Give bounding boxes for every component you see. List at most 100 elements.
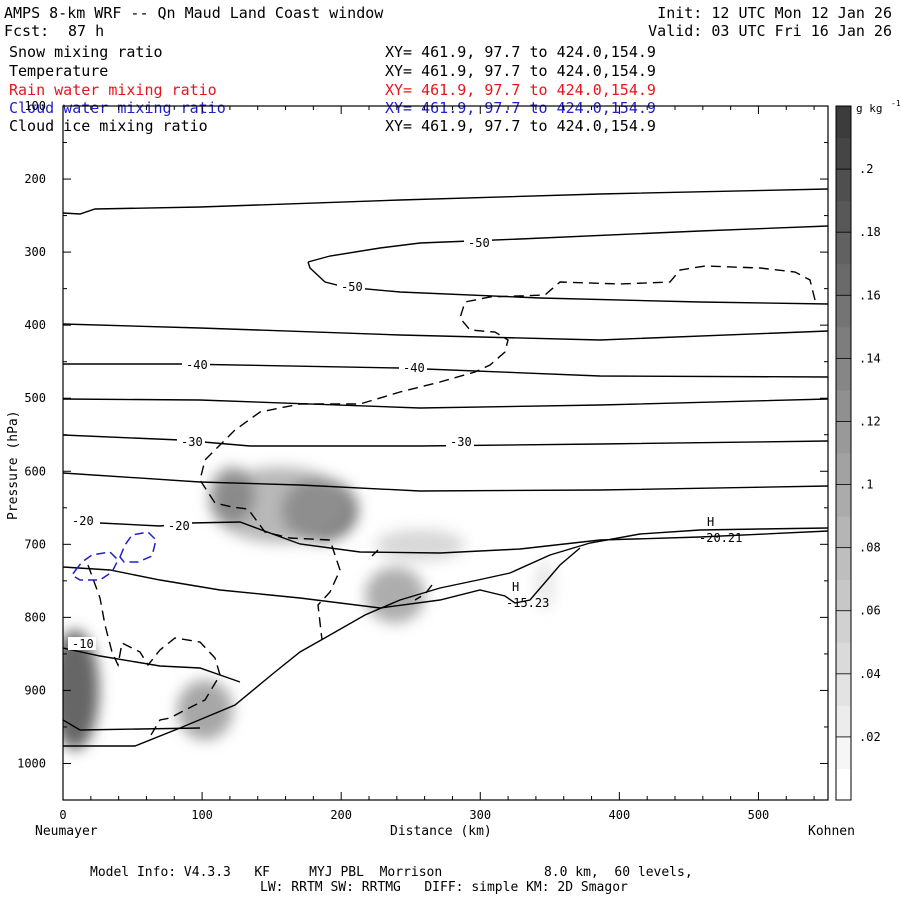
colorbar-swatch [836,610,851,643]
high-value: -15.23 [506,596,549,610]
axis-tick-labels: 0 100 200 300 400 500 100 200 300 400 500 600 700 800… [17,99,769,822]
colorbar-swatch [836,642,851,675]
isotherm-label: -20 [72,514,94,528]
colorbar-swatch [836,263,851,296]
field-xy-snow: XY= 461.9, 97.7 to 424.0,154.9 [385,43,656,61]
axis-ticks [62,105,828,800]
isotherm [63,188,828,215]
colorbar-swatch [836,516,851,549]
high-symbol: H [707,515,714,529]
colorbar-tick-label: .12 [859,414,881,428]
model-physics: LW: RRTM SW: RRTMG DIFF: simple KM: 2D S… [260,880,628,895]
valid-time: Valid: 03 UTC Fri 16 Jan 26 [648,22,892,40]
field-name-temperature: Temperature [9,62,109,80]
colorbar-tick-label: .02 [859,730,881,744]
y-tick-label: 500 [24,391,46,405]
plot-frame [62,105,829,801]
colorbar-swatch [836,736,851,769]
colorbar-swatch [836,232,851,265]
right-station-label: Kohnen [808,824,855,839]
colorbar-tick-label: .2 [859,162,873,176]
y-tick-label: 300 [24,245,46,259]
colorbar-swatch [836,673,851,706]
y-tick-label: 400 [24,318,46,332]
isotherm-minus30 [63,434,828,447]
left-station-label: Neumayer [35,824,98,839]
isotherm-label: -50 [341,280,363,294]
colorbar-labels: .02 .04 .06 .08 .1 .12 .14 .16 .18 .2 [859,162,881,744]
isotherm [63,719,201,731]
chart-title: AMPS 8-km WRF -- Qn Maud Land Coast wind… [4,4,384,22]
field-name-rain: Rain water mixing ratio [9,81,217,99]
colorbar-tick-label: .08 [859,541,881,555]
isotherm-minus40 [63,363,828,378]
isotherm-label: -40 [186,358,208,372]
temperature-isotherms [63,188,828,731]
x-tick-label: 500 [748,808,770,822]
field-xy-rain: XY= 461.9, 97.7 to 424.0,154.9 [385,81,656,99]
y-tick-label: 700 [24,537,46,551]
cloud-water-contours [70,531,157,581]
field-name-snow: Snow mixing ratio [9,43,163,61]
cloud-ice-contour [87,564,221,741]
cloud-ice-contours [87,265,816,741]
colorbar-swatch [836,705,851,738]
snow-shade [375,529,465,561]
isotherm-minus50 [307,225,828,305]
field-name-cloud-ice: Cloud ice mixing ratio [9,117,208,135]
field-name-cloud-water: Cloud water mixing ratio [9,99,226,117]
x-tick-label: 300 [469,808,491,822]
snow-shade [210,467,254,523]
colorbar-tick-label: .16 [859,288,881,302]
snow-shade [177,680,233,740]
model-info: Model Info: V4.3.3 KF MYJ PBL Morrison 8… [90,865,693,880]
x-tick-label: 0 [59,808,66,822]
snow-shade [535,560,555,610]
cloud-water-contour [119,531,157,563]
colorbar-tick-label: .18 [859,225,881,239]
field-xy-temperature: XY= 461.9, 97.7 to 424.0,154.9 [385,62,656,80]
x-tick-label: 200 [330,808,352,822]
isotherm-label: -20 [168,519,190,533]
y-tick-label: 100 [24,99,46,113]
high-value: -20.21 [699,531,742,545]
isotherm-minus15 [63,547,581,609]
isotherm-minus10 [63,647,241,683]
isotherm [63,472,828,492]
y-tick-label: 1000 [17,756,46,770]
colorbar-swatch [836,326,851,359]
colorbar-unit-exponent: -1 [891,99,900,108]
colorbar-swatch [836,389,851,422]
high-markers: H -20.21 H -15.23 [506,515,742,610]
colorbar-swatch [836,200,851,233]
cloud-ice-contour [199,265,816,641]
colorbar-swatch [836,453,851,486]
colorbar-swatch [836,169,851,202]
colorbar-swatch [836,579,851,612]
cloud-ice-contour [414,584,433,601]
colorbar-swatch [836,547,851,580]
y-tick-label: 900 [24,683,46,697]
colorbar-swatch [836,768,851,801]
isotherm-labels: -50 -50 -40 -40 -30 -30 -20 -20 -10 [68,236,492,651]
isotherm [63,323,828,341]
init-time: Init: 12 UTC Mon 12 Jan 26 [657,4,892,22]
colorbar-swatch [836,106,851,139]
isotherm-label: -30 [181,435,203,449]
x-axis-title: Distance (km) [390,824,492,839]
isotherm-label: -10 [72,637,94,651]
x-tick-label: 400 [609,808,631,822]
y-axis-title: Pressure (hPa) [6,410,21,520]
y-tick-label: 600 [24,464,46,478]
field-xy-cloud-ice: XY= 461.9, 97.7 to 424.0,154.9 [385,117,656,135]
isotherm-label: -40 [403,361,425,375]
colorbar-tick-label: .14 [859,351,881,365]
cloud-ice-contour [371,549,379,557]
forecast-label: Fcst: [4,22,50,40]
snow-maximum [63,630,99,750]
cloud-water-contour [70,551,119,581]
colorbar-swatch [836,295,851,328]
colorbar [836,106,851,801]
forecast-hours: 87 h [68,22,105,40]
